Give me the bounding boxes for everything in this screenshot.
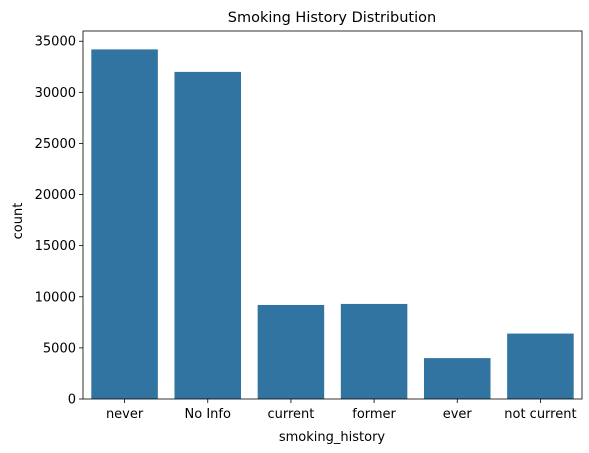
x-tick-label: ever [443,407,473,422]
y-tick-label: 20000 [35,188,76,203]
x-tick-label: former [352,407,396,422]
bar-former [340,303,408,399]
y-tick-label: 30000 [35,86,76,101]
x-axis: never No Info current former ever not current [106,399,577,422]
bar-never [91,49,158,400]
y-axis-label: count [11,203,26,240]
bars-group [91,49,574,400]
plot-frame [82,30,583,400]
y-tick-label: 15000 [35,239,76,254]
x-tick-label: not current [504,407,576,422]
y-axis: 0 5000 10000 15000 20000 25000 30000 35000 [35,35,83,408]
y-tick-label: 10000 [35,290,76,305]
y-tick-label: 35000 [35,35,76,50]
x-tick-label: No Info [185,407,231,422]
bar-current [257,304,325,399]
x-tick-label: current [267,407,314,422]
y-tick-label: 5000 [43,341,76,356]
bar-ever [423,358,491,399]
bar-no-info [174,71,242,399]
y-tick-label: 0 [68,393,76,408]
x-tick-label: never [106,407,144,422]
bar-not-current [507,333,574,399]
chart-title: Smoking History Distribution [228,10,436,26]
y-tick-label: 25000 [35,137,76,152]
x-axis-label: smoking_history [279,430,386,445]
